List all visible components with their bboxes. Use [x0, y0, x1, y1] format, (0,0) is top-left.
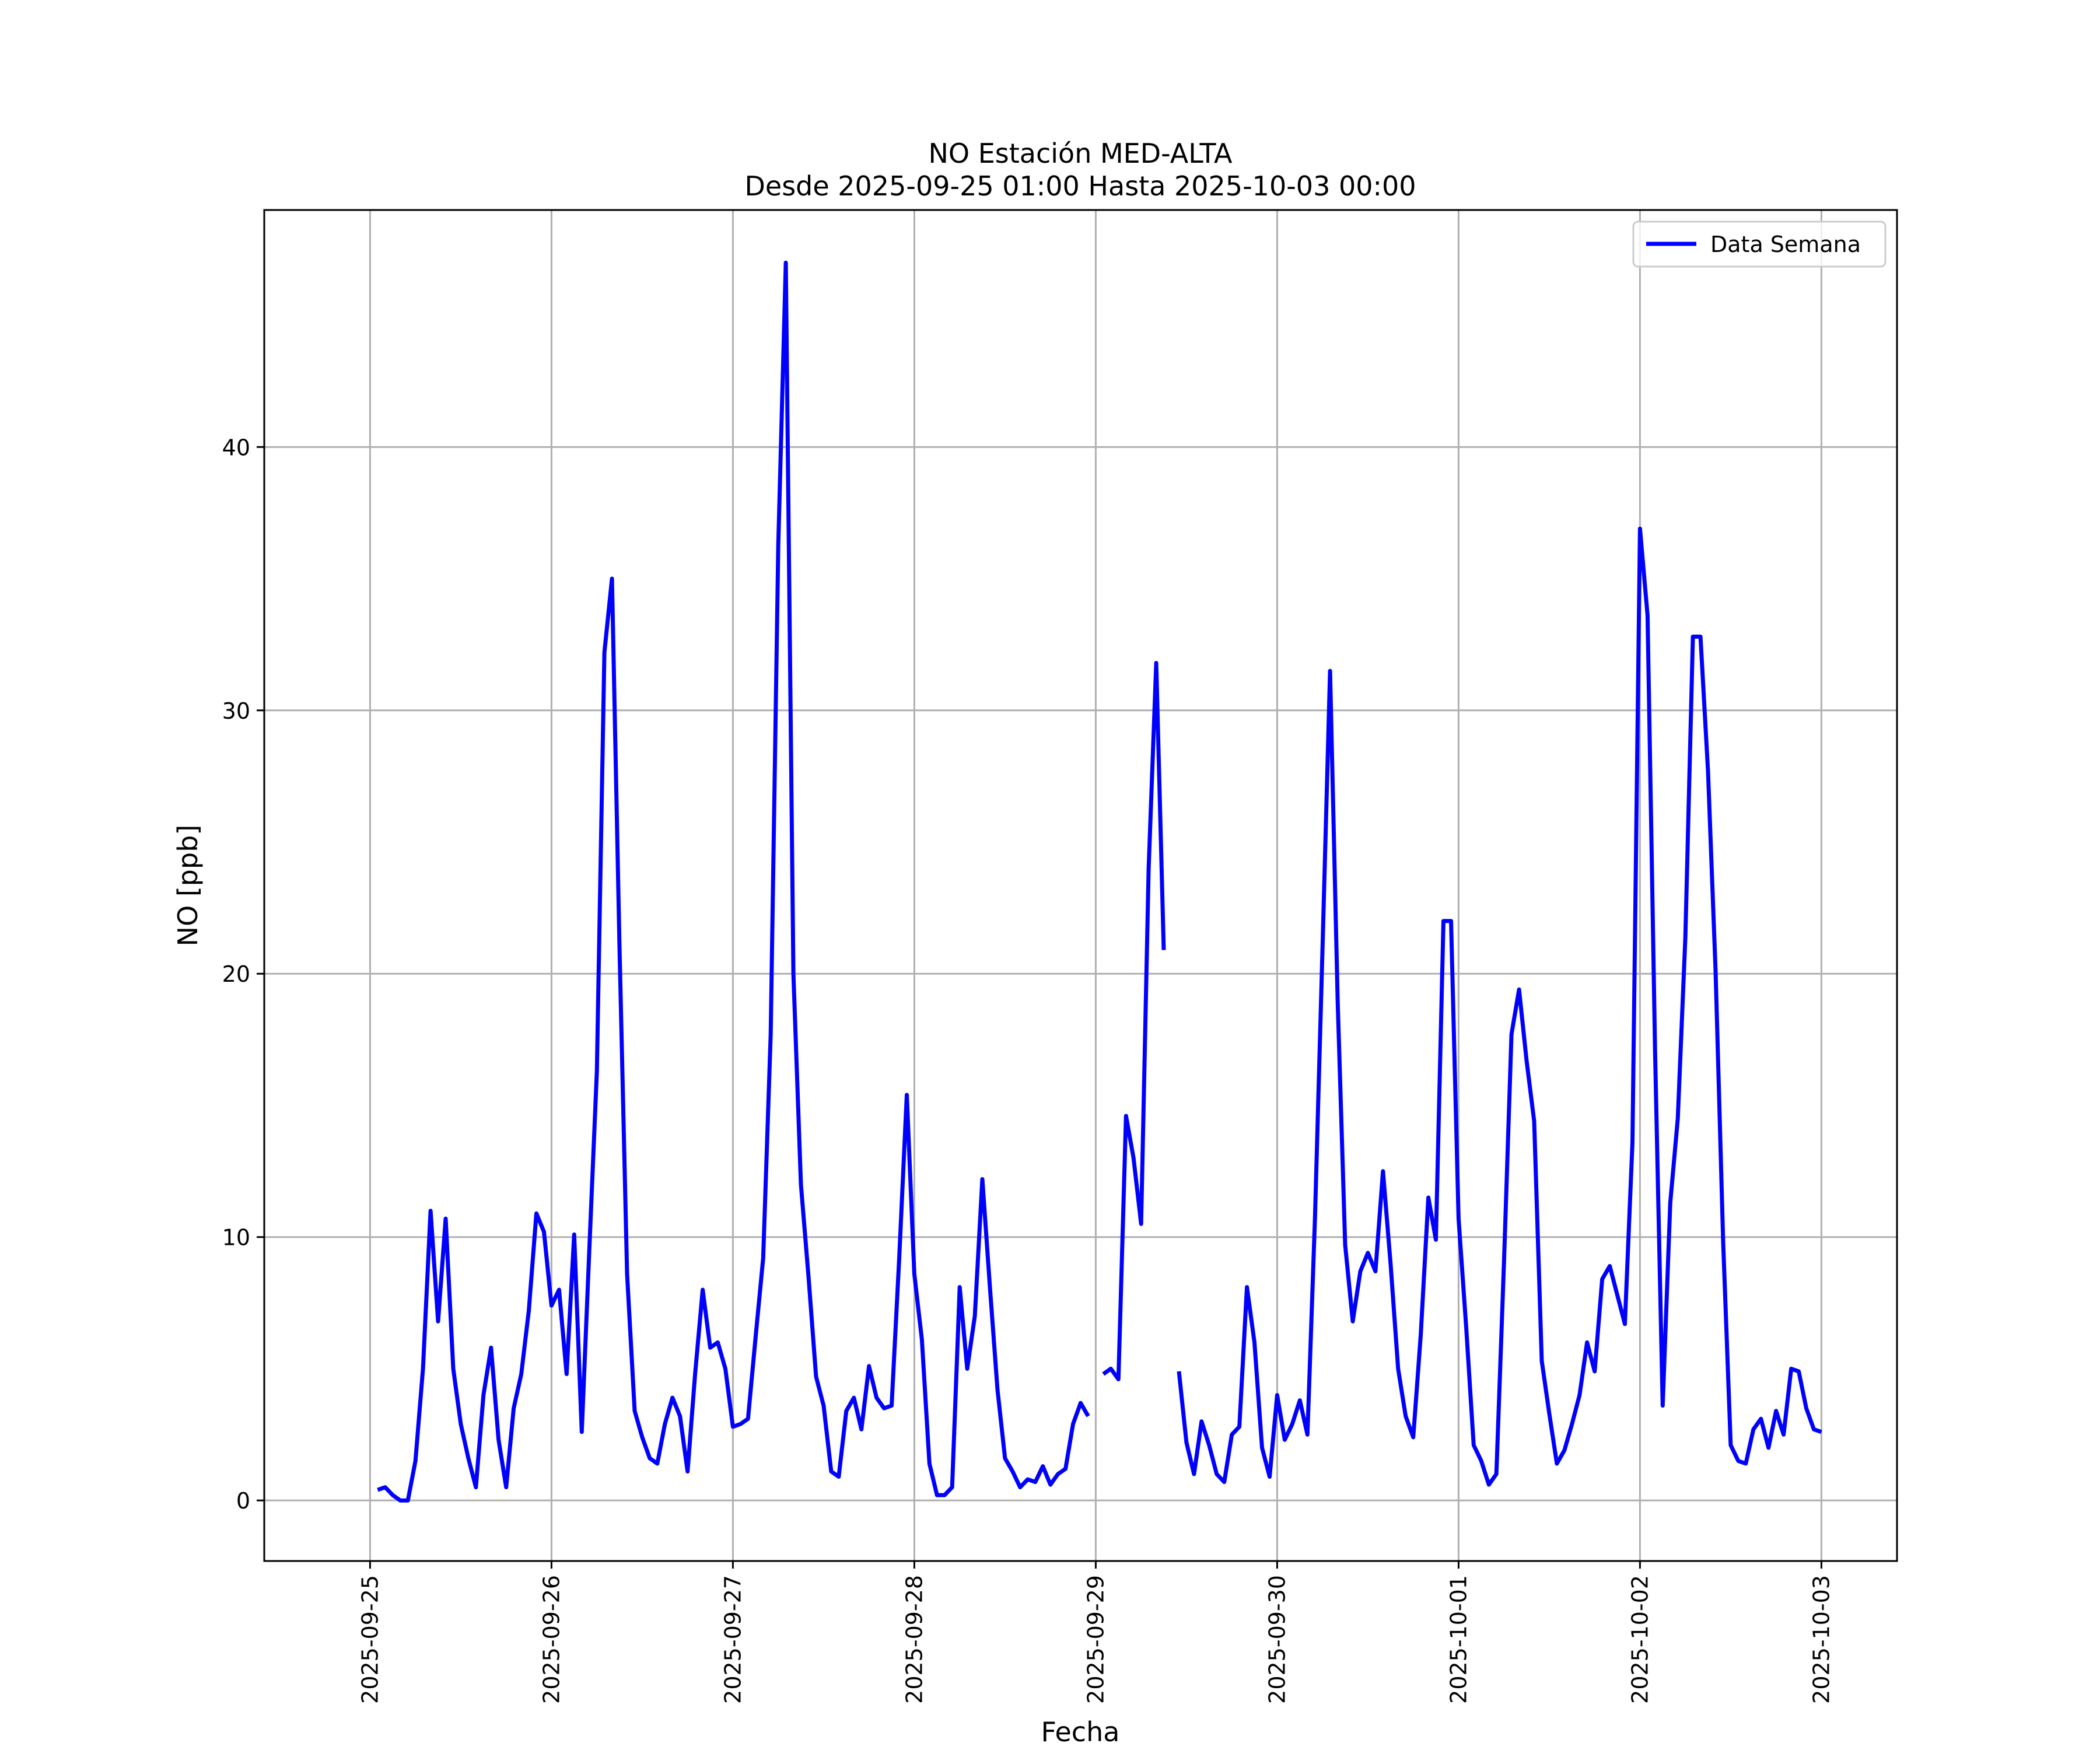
- x-tick-label: 2025-09-29: [1083, 1575, 1108, 1704]
- y-tick-label: 30: [222, 698, 250, 724]
- y-tick-label: 10: [222, 1225, 250, 1251]
- y-tick-label: 40: [222, 435, 250, 460]
- x-tick-label: 2025-09-26: [538, 1575, 564, 1704]
- grid: [264, 210, 1897, 1561]
- series-layer: [377, 260, 1822, 1503]
- x-tick-label: 2025-10-02: [1627, 1575, 1653, 1704]
- chart-subtitle: Desde 2025-09-25 01:00 Hasta 2025-10-03 …: [744, 170, 1416, 202]
- legend: Data Semana: [1632, 220, 1887, 268]
- x-tick-label: 2025-09-30: [1264, 1575, 1290, 1704]
- plot-frame: [263, 209, 1898, 1562]
- x-tick-label: 2025-10-03: [1808, 1575, 1834, 1704]
- axis-ticks: 0 10 20 30 40 2025-09-25 2025-09-26 2025-09-27 2…: [222, 435, 1835, 1704]
- plot-area: [264, 210, 1897, 1561]
- y-tick-label: 20: [222, 961, 250, 987]
- x-tick-label: 2025-09-25: [357, 1575, 383, 1704]
- series-line-data-semana: [377, 260, 1822, 1503]
- x-tick-label: 2025-09-28: [901, 1575, 927, 1704]
- y-tick-label: 0: [236, 1488, 250, 1514]
- y-axis-label: NO [ppb]: [172, 825, 204, 947]
- x-axis-label: Fecha: [1041, 1716, 1120, 1748]
- legend-box: [1632, 220, 1887, 268]
- x-tick-label: 2025-10-01: [1446, 1575, 1471, 1704]
- x-tick-label: 2025-09-27: [720, 1575, 746, 1704]
- chart-title: NO Estación MED-ALTA: [928, 138, 1233, 169]
- legend-label: Data Semana: [1710, 232, 1861, 257]
